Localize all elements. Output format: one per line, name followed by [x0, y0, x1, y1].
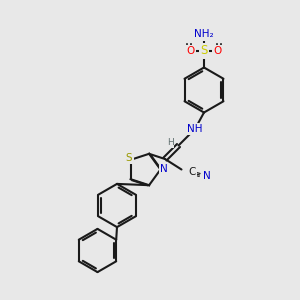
Text: C: C — [188, 167, 196, 178]
Text: N: N — [160, 164, 167, 175]
Text: O: O — [213, 46, 222, 56]
Text: N: N — [203, 171, 211, 182]
Text: O: O — [186, 46, 195, 56]
Text: H: H — [167, 138, 173, 147]
Text: NH₂: NH₂ — [194, 29, 214, 40]
Text: S: S — [200, 44, 208, 58]
Text: NH: NH — [187, 124, 203, 134]
Text: S: S — [126, 153, 133, 163]
